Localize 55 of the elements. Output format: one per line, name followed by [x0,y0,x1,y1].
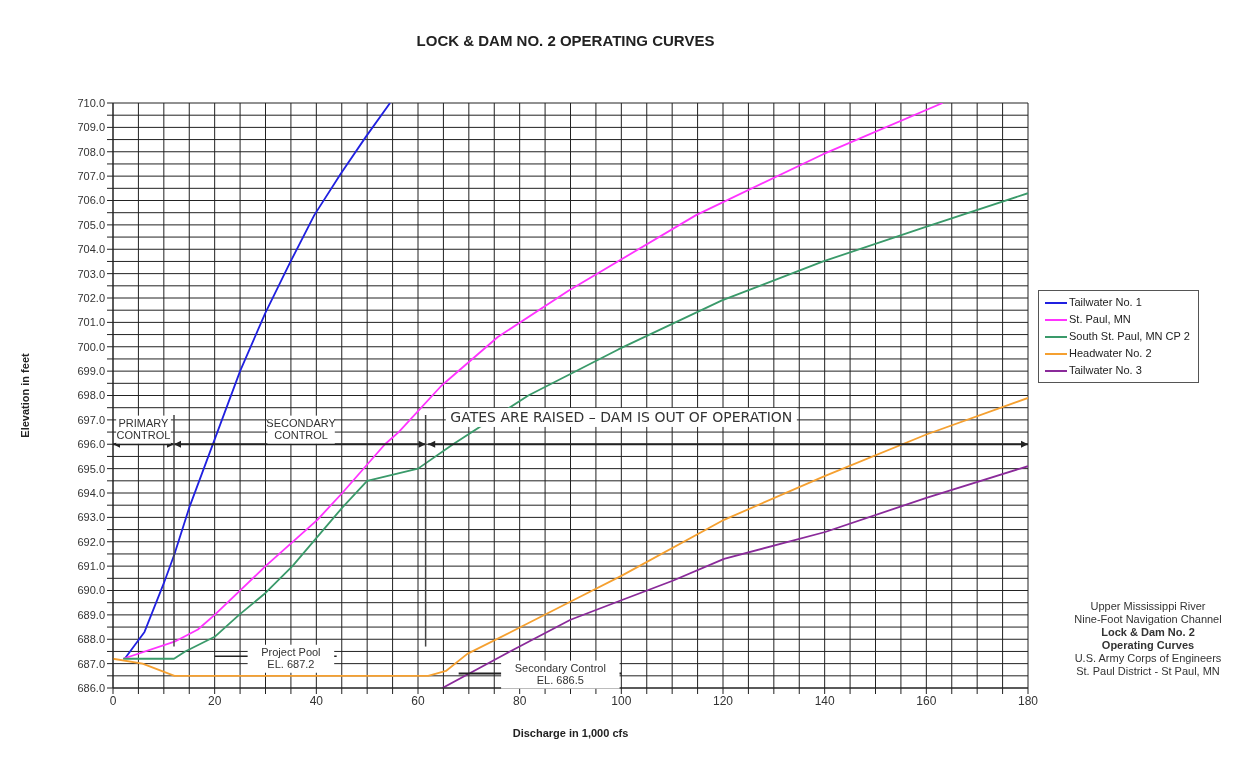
y-tick-label: 701.0 [77,316,105,329]
y-tick-label: 696.0 [77,438,105,451]
x-tick-label: 160 [916,693,937,708]
y-tick-label: 697.0 [77,413,105,426]
annotation: Project Pool EL. 687.2 [261,645,321,670]
text: U.S. Army Corps of Engineers [1074,652,1222,664]
x-tick-label: 140 [814,693,835,708]
text: Lock & Dam No. 2 [1101,626,1195,638]
y-tick-label: 689.0 [77,608,105,621]
x-tick-label: 80 [512,693,527,708]
y-tick-label: 707.0 [77,170,105,183]
x-axis-title: Discharge in 1,000 cfs [512,727,629,739]
y-tick-label: 687.0 [77,657,105,670]
y-tick-label: 693.0 [77,511,105,524]
legend-label: South St. Paul, MN CP 2 [1069,329,1190,344]
y-tick-label: 700.0 [77,340,105,353]
text: Upper Mississippi River [1090,600,1206,612]
y-tick-label: 705.0 [77,218,105,231]
y-tick-label: 688.0 [77,633,105,646]
y-tick-label: 706.0 [77,194,105,207]
text: Operating Curves [1101,639,1195,651]
y-tick-label: 709.0 [77,121,105,134]
x-tick-label: 100 [611,693,632,708]
y-tick-label: 695.0 [77,462,105,475]
y-axis-title: Elevation in feet [18,352,31,438]
y-tick-label: 710.0 [77,96,105,109]
x-tick-label: 180 [1017,693,1039,708]
legend-label: Headwater No. 2 [1069,346,1152,361]
y-tick-label: 690.0 [77,584,105,597]
annotation: GATES ARE RAISED – DAM IS OUT OF OPERATION [450,408,793,425]
x-tick-label: 60 [411,693,425,708]
text: St. Paul District - St Paul, MN [1076,665,1220,677]
x-tick-label: 0 [109,693,117,708]
y-tick-label: 686.0 [77,681,105,694]
y-tick-label: 691.0 [77,560,105,573]
chart-title: LOCK & DAM NO. 2 OPERATING CURVES [416,32,715,49]
legend-label: St. Paul, MN [1069,312,1131,327]
line-series [441,465,1028,688]
x-tick-label: 20 [207,693,222,708]
y-tick-label: 702.0 [77,291,105,304]
legend-label: Tailwater No. 1 [1069,295,1142,310]
y-tick-label: 698.0 [77,389,105,402]
y-tick-label: 703.0 [77,267,105,280]
y-tick-label: 692.0 [77,535,105,548]
annotation: Secondary Control EL. 686.5 [514,661,606,686]
annotation: PRIMARY CONTROL [116,416,171,441]
y-tick-label: 694.0 [77,486,105,499]
x-tick-label: 40 [309,693,324,708]
annotation: SECONDARY CONTROL [266,416,337,441]
y-tick-label: 699.0 [77,365,105,378]
legend-label: Tailwater No. 3 [1069,363,1142,378]
text: Nine-Foot Navigation Channel [1074,613,1222,625]
y-tick-label: 704.0 [77,243,105,256]
y-tick-label: 708.0 [77,145,105,158]
x-tick-label: 120 [712,693,734,708]
